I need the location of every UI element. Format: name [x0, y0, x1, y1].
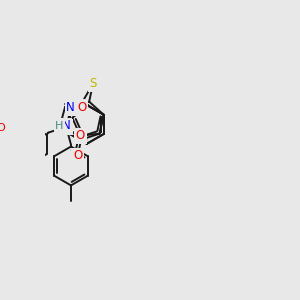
- Text: O: O: [77, 100, 86, 114]
- Text: N: N: [66, 101, 75, 114]
- Text: O: O: [76, 129, 85, 142]
- Text: S: S: [89, 77, 97, 90]
- Text: O: O: [0, 123, 5, 133]
- Text: N: N: [61, 119, 70, 132]
- Text: N: N: [62, 120, 71, 133]
- Text: H: H: [55, 121, 64, 131]
- Text: O: O: [73, 149, 82, 162]
